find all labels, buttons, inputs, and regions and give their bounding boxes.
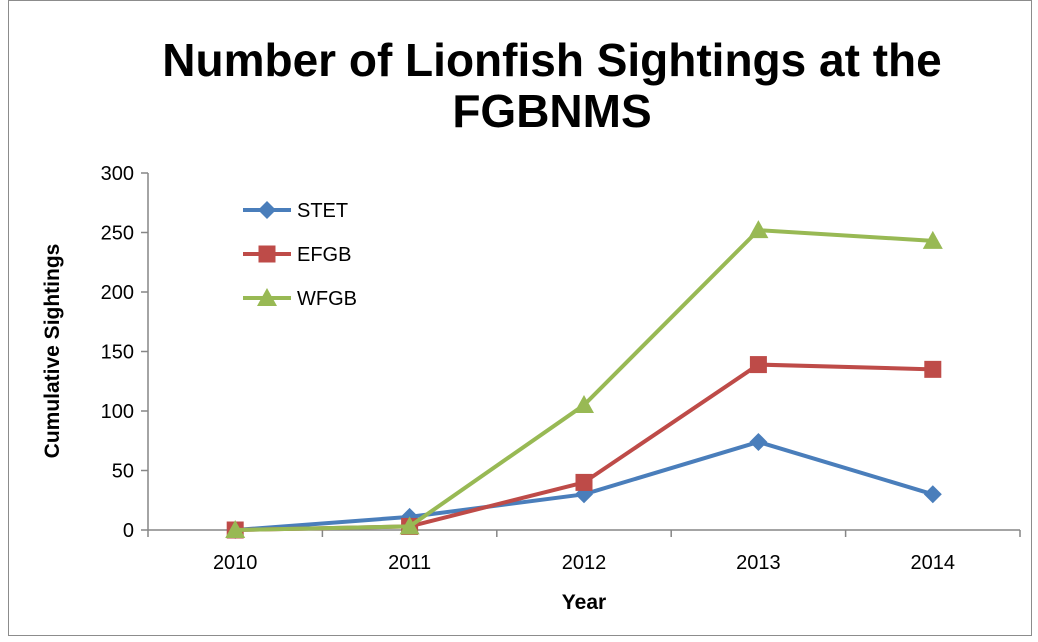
legend-item-efgb: EFGB [243, 244, 351, 266]
x-tick-label: 2012 [562, 552, 607, 574]
legend-label: EFGB [297, 244, 351, 266]
data-point-efgb [924, 360, 942, 378]
data-point-stet [749, 432, 768, 451]
data-point-wfgb [748, 220, 769, 239]
y-tick-labels: 0 50 100 150 200 250 300 [101, 163, 134, 542]
x-tick-label: 2013 [736, 552, 781, 574]
y-tick-label: 50 [112, 461, 134, 483]
x-tick-label: 2011 [388, 552, 431, 574]
y-tick-label: 150 [101, 342, 134, 364]
series-line-efgb [235, 362, 933, 532]
y-tick-label: 200 [101, 282, 134, 304]
legend: STET EFGB WFGB [243, 200, 357, 310]
data-point-wfgb [922, 230, 943, 249]
series-layer [225, 220, 943, 539]
data-point-stet [923, 485, 942, 504]
legend-marker [258, 201, 276, 219]
x-tick-labels: 2010 2011 2012 2013 2014 [213, 552, 955, 574]
chart-title-line-1: Number of Lionfish Sightings at the [162, 34, 941, 86]
legend-marker [257, 288, 277, 306]
y-tick-label: 300 [101, 163, 134, 185]
y-axis-label: Cumulative Sightings [41, 244, 64, 459]
series-efgb [226, 356, 942, 539]
x-tick-label: 2014 [911, 552, 956, 574]
series-wfgb [225, 220, 943, 538]
legend-label: STET [297, 200, 348, 222]
data-point-efgb [749, 356, 767, 374]
legend-item-wfgb: WFGB [243, 288, 357, 310]
data-point-wfgb [225, 520, 246, 538]
data-point-wfgb [574, 395, 594, 414]
x-tick-label: 2010 [213, 552, 258, 574]
chart-title: Number of Lionfish Sightings at the FGBN… [162, 34, 941, 137]
y-tick-label: 0 [123, 520, 134, 542]
legend-marker [258, 245, 276, 263]
y-tick-label: 250 [101, 223, 134, 245]
legend-label: WFGB [297, 288, 357, 310]
chart-title-line-2: FGBNMS [452, 85, 651, 137]
data-point-efgb [575, 473, 593, 491]
y-tick-label: 100 [101, 401, 134, 423]
legend-item-stet: STET [243, 200, 348, 222]
x-axis-label: Year [562, 591, 606, 614]
data-point-wfgb [399, 516, 420, 535]
